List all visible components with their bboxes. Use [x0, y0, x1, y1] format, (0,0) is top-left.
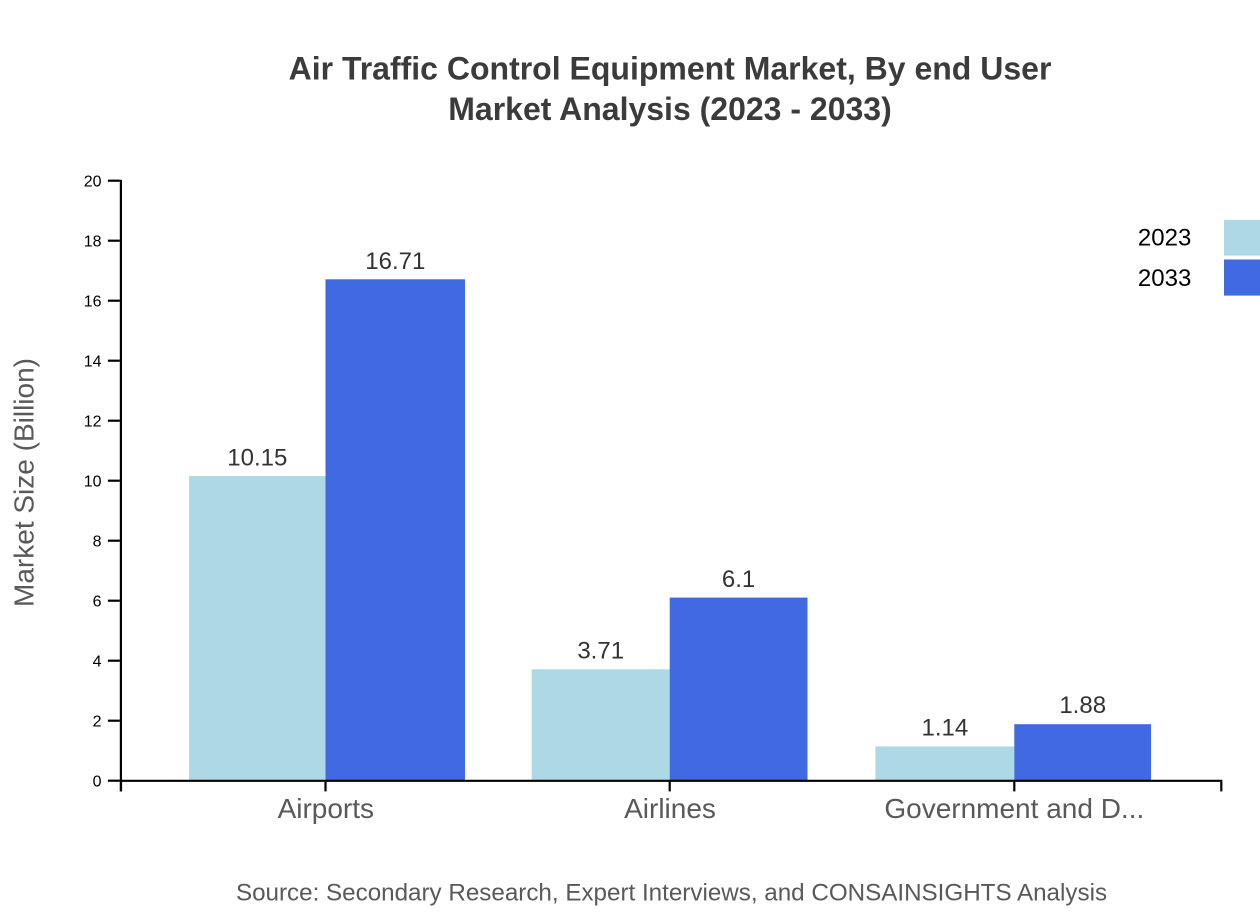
svg-text:4: 4 [93, 653, 102, 670]
svg-text:6: 6 [93, 593, 102, 610]
svg-text:10.15: 10.15 [227, 444, 287, 471]
svg-text:1.14: 1.14 [922, 715, 969, 742]
svg-text:1.88: 1.88 [1059, 692, 1106, 719]
svg-text:2023: 2023 [1138, 225, 1191, 252]
svg-text:Airlines: Airlines [624, 793, 716, 824]
svg-text:16.71: 16.71 [365, 248, 425, 275]
svg-text:20: 20 [84, 173, 102, 190]
svg-text:2: 2 [93, 713, 102, 730]
svg-text:0: 0 [93, 773, 102, 790]
svg-text:12: 12 [84, 413, 102, 430]
svg-text:18: 18 [84, 233, 102, 250]
svg-text:3.71: 3.71 [577, 638, 624, 665]
svg-text:14: 14 [84, 353, 102, 370]
svg-text:Airports: Airports [278, 793, 374, 824]
svg-text:Government and D...: Government and D... [884, 793, 1144, 824]
svg-text:16: 16 [84, 293, 102, 310]
svg-text:Market Size (Billion): Market Size (Billion) [9, 358, 40, 607]
svg-text:Market Analysis (2023 - 2033): Market Analysis (2023 - 2033) [448, 91, 892, 127]
svg-text:10: 10 [84, 473, 102, 490]
svg-text:6.1: 6.1 [722, 566, 755, 593]
svg-text:8: 8 [93, 533, 102, 550]
svg-text:2033: 2033 [1138, 265, 1191, 292]
svg-text:Source: Secondary Research, Ex: Source: Secondary Research, Expert Inter… [236, 879, 1107, 906]
svg-text:Air Traffic Control Equipment: Air Traffic Control Equipment Market, By… [289, 51, 1052, 87]
